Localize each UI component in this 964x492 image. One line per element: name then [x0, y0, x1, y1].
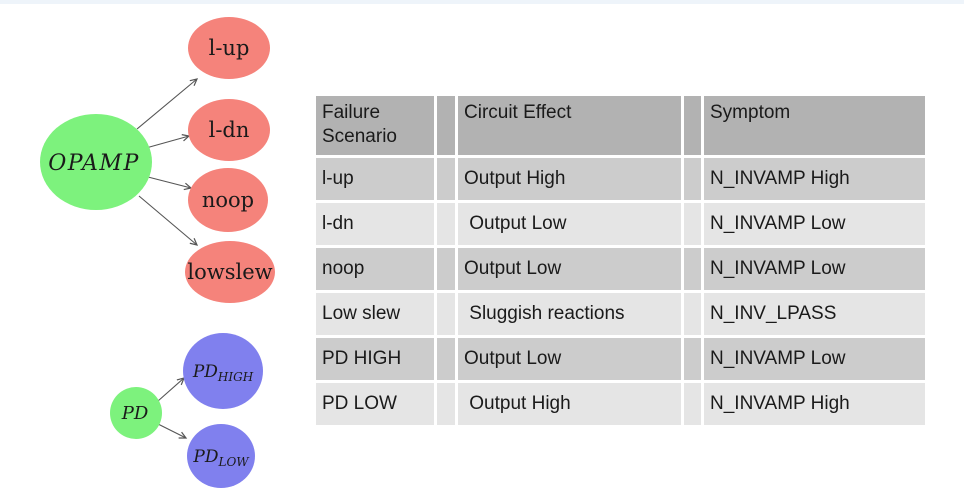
row-spacer-cell — [437, 383, 455, 425]
node-noop: noop — [188, 168, 268, 232]
table-cell: noop — [316, 248, 434, 290]
top-strip — [0, 0, 964, 4]
table-cell: Sluggish reactions — [458, 293, 681, 335]
row-spacer-cell — [437, 293, 455, 335]
arrow-opamp-ldn — [145, 134, 191, 149]
table-cell: Output High — [458, 158, 681, 200]
arrow-opamp-noop — [147, 176, 193, 191]
table-cell: l-up — [316, 158, 434, 200]
row-spacer-cell — [684, 338, 701, 380]
opamp-arrows — [136, 78, 199, 246]
row-spacer-cell — [437, 203, 455, 245]
table-cell: N_INVAMP Low — [704, 203, 925, 245]
row-spacer-cell — [437, 248, 455, 290]
row-spacer-cell — [437, 158, 455, 200]
node-pd-high: PDHIGH — [183, 333, 263, 409]
row-spacer-cell — [684, 203, 701, 245]
header-cell: Failure Scenario — [316, 96, 434, 155]
table-cell: l-dn — [316, 203, 434, 245]
row-spacer-cell — [684, 248, 701, 290]
table-cell: Output Low — [458, 338, 681, 380]
arrow-opamp-lowslew — [138, 195, 199, 246]
row-spacer-cell — [684, 293, 701, 335]
node-l-up-label: l-up — [209, 36, 250, 60]
node-l-dn-label: l-dn — [209, 118, 250, 142]
node-lowslew: lowslew — [185, 241, 275, 303]
node-pd-low-label: PDLOW — [192, 447, 250, 469]
table-cell: Output High — [458, 383, 681, 425]
row-spacer-cell — [684, 383, 701, 425]
node-opamp: OPAMP — [40, 114, 152, 210]
table-cell: Output Low — [458, 203, 681, 245]
row-spacer-cell — [684, 158, 701, 200]
failure-scenario-table: Failure Scenario Circuit Effect Symptom l-u… — [316, 96, 925, 425]
node-pd-label: PD — [121, 403, 149, 424]
header-cell: Symptom — [704, 96, 925, 155]
node-pd-low: PDLOW — [187, 424, 255, 488]
pd-arrows — [157, 377, 188, 439]
table-cell: Output Low — [458, 248, 681, 290]
row-spacer-cell — [437, 338, 455, 380]
fault-tree-diagram: OPAMP l-up l-dn noop lowslew PD PDHIGH P… — [40, 17, 275, 488]
node-pd: PD — [110, 387, 162, 439]
table-cell: N_INVAMP High — [704, 383, 925, 425]
table-cell: N_INVAMP Low — [704, 338, 925, 380]
table-cell: PD LOW — [316, 383, 434, 425]
node-l-dn: l-dn — [188, 99, 270, 161]
arrow-pd-low — [157, 423, 188, 439]
node-pd-high-label: PDHIGH — [192, 362, 254, 384]
header-spacer-cell — [437, 96, 455, 155]
node-lowslew-label: lowslew — [187, 260, 272, 284]
arrow-pd-high — [157, 377, 186, 402]
node-opamp-label: OPAMP — [48, 151, 140, 176]
table-cell: Low slew — [316, 293, 434, 335]
table-cell: N_INV_LPASS — [704, 293, 925, 335]
node-l-up: l-up — [188, 17, 270, 79]
table-cell: N_INVAMP High — [704, 158, 925, 200]
table-cell: N_INVAMP Low — [704, 248, 925, 290]
header-spacer-cell — [684, 96, 701, 155]
arrow-opamp-lup — [136, 78, 199, 130]
node-noop-label: noop — [202, 188, 254, 212]
table-cell: PD HIGH — [316, 338, 434, 380]
header-cell: Circuit Effect — [458, 96, 681, 155]
